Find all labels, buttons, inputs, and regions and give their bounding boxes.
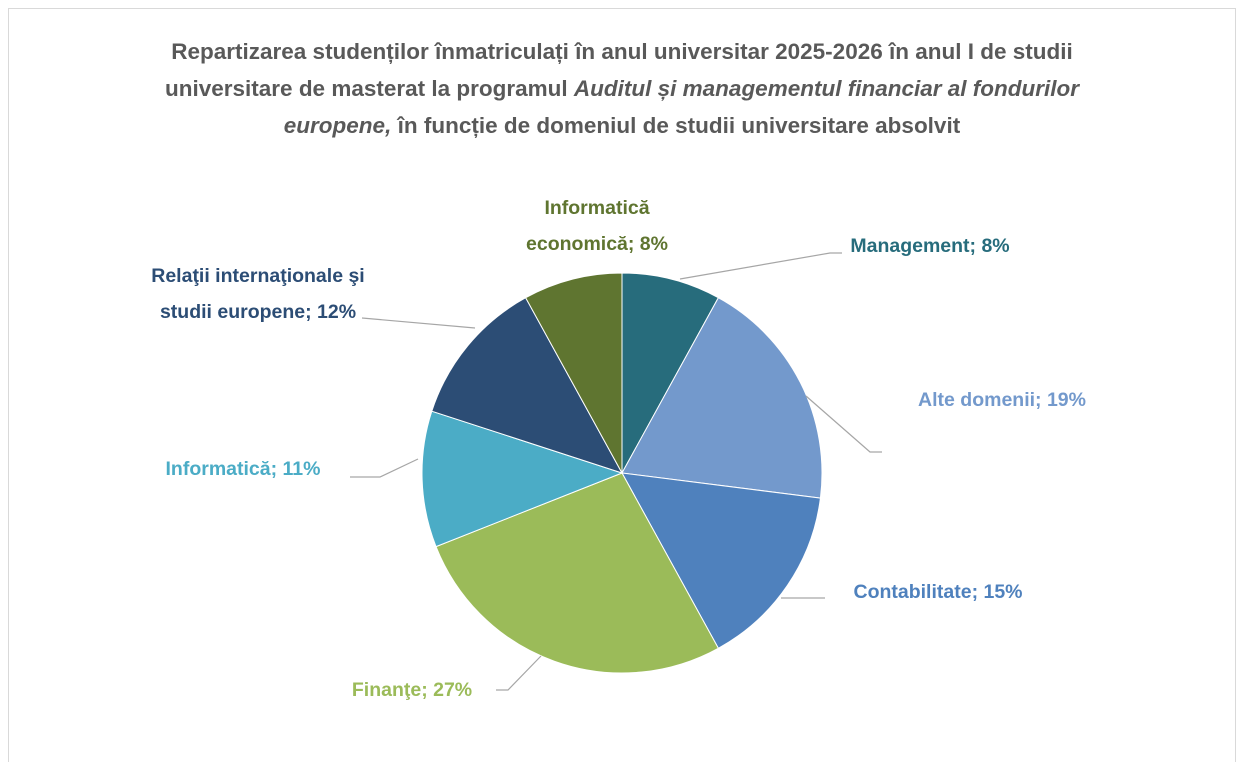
pie-slice	[435, 472, 720, 674]
chart-title: Repartizarea studenților înmatriculați î…	[150, 33, 1094, 144]
leader-line	[361, 317, 476, 329]
title-part: Auditul și managementul financiar al fon…	[283, 76, 1079, 138]
title-part: Repartizarea studenților înmatriculați î…	[165, 39, 1073, 101]
title-part: în funcție de domeniul de studii univers…	[397, 113, 961, 138]
data-label: Management; 8%	[850, 235, 1010, 257]
data-label: Finanţe; 27%	[351, 679, 473, 701]
pie-slice	[621, 272, 720, 474]
data-label: Informatică; 11%	[165, 458, 321, 480]
pie-slice	[524, 272, 623, 474]
data-label: Relaţii internaţionale şi studii europen…	[151, 265, 365, 323]
data-label: Contabilitate; 15%	[853, 581, 1023, 603]
pie-slice	[431, 297, 624, 474]
pie-slice	[621, 297, 823, 499]
leader-line	[350, 458, 419, 478]
leader-line	[805, 395, 882, 453]
pie-slice	[621, 472, 821, 649]
leader-line	[496, 655, 542, 691]
data-label: Alte domenii; 19%	[918, 389, 1086, 411]
data-label: Informatică economică; 8%	[526, 197, 668, 255]
leader-line	[679, 252, 842, 280]
chart-border	[8, 8, 1236, 762]
pie-slice	[421, 410, 624, 548]
